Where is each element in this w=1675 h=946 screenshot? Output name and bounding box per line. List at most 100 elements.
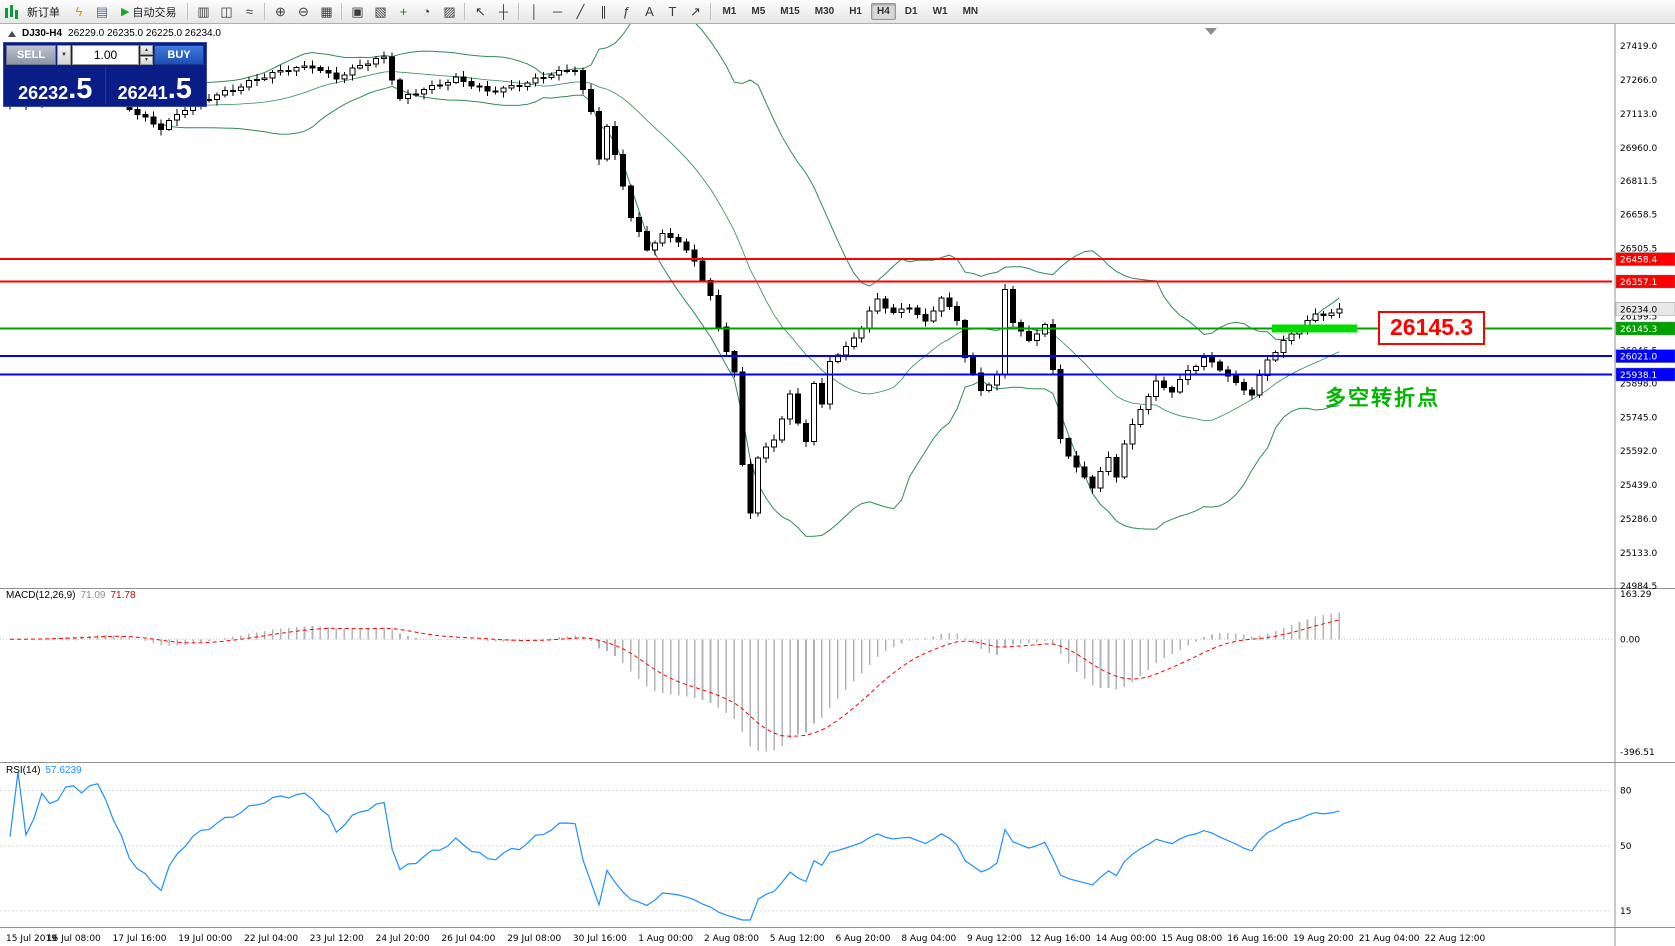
arrows-button[interactable]: ↗ <box>684 2 706 22</box>
volume-dropdown-button[interactable]: ▼ <box>57 45 71 65</box>
main-toolbar: 新订单 ϟ ▤ ▶ 自动交易 ▥ ◫ ≈ ⊕ ⊖ ▦ ▣ ▧ + ◔ ▨ ↖ ┼ │ ─ ╱ ∥ ƒ A T ↗ M1 M5 M15 M3… <box>0 0 1675 24</box>
buy-button[interactable]: BUY <box>154 45 204 65</box>
timeframe-d1-button[interactable]: D1 <box>904 6 918 17</box>
candle-body <box>468 80 475 87</box>
timeframe-w1-button[interactable]: W1 <box>932 6 948 17</box>
terminal-button[interactable]: ▤ <box>91 2 113 22</box>
pivot-annotation-text[interactable]: 多空转折点 <box>1325 387 1440 410</box>
candle-body <box>357 64 364 69</box>
pivot-line-tag-text: 26145.3 <box>1620 325 1657 335</box>
terminal-icon: ▤ <box>95 4 109 19</box>
auto-trading-button[interactable]: ▶ 自动交易 <box>114 1 183 23</box>
stepper-up-button[interactable]: ▲ <box>140 45 153 55</box>
equidistant-channel-button[interactable]: ∥ <box>592 2 614 22</box>
candle-body <box>389 56 396 81</box>
candle-body <box>683 241 690 251</box>
crosshair-button[interactable]: ┼ <box>492 2 514 22</box>
chart-shift-marker[interactable] <box>1205 28 1217 35</box>
candle-body <box>994 374 1000 386</box>
timeframe-m30-button[interactable]: M30 <box>814 6 835 17</box>
macd-signal-value: 71.78 <box>110 590 136 601</box>
stepper-down-button[interactable]: ▼ <box>140 55 153 65</box>
candle-body <box>1089 476 1096 489</box>
timeframe-m15-button[interactable]: M15 <box>780 6 800 17</box>
candle-body <box>142 114 149 118</box>
support-line-1-tag <box>1615 349 1675 363</box>
zoom-in-button[interactable]: ⊕ <box>269 2 291 22</box>
time-axis-label: 15 Aug 08:00 <box>1162 934 1223 944</box>
horizontal-line-button[interactable]: ─ <box>546 2 568 22</box>
buy-price-frac: .5 <box>167 73 192 106</box>
candle-body <box>413 93 419 96</box>
cursor-button[interactable]: ↖ <box>469 2 491 22</box>
price-annotation-box[interactable]: 26145.3 <box>1378 311 1486 345</box>
volume-input[interactable] <box>73 46 138 64</box>
bar-chart-button[interactable]: ▥ <box>192 2 214 22</box>
candle-body <box>651 242 658 251</box>
price-axis-label: 27266.0 <box>1620 76 1657 86</box>
candle-body <box>962 320 969 358</box>
buy-price[interactable]: 26241 .5 <box>106 67 205 104</box>
candle-body <box>707 280 714 296</box>
timeframe-mn-button[interactable]: MN <box>962 6 979 17</box>
candle-body <box>699 260 706 281</box>
candle-body <box>293 67 300 72</box>
macd-axis-label: 163.29 <box>1620 590 1652 600</box>
candle-body <box>898 308 905 313</box>
bollinger-upper-band[interactable] <box>161 24 1340 341</box>
timeframe-h4-button[interactable]: H4 <box>870 3 896 20</box>
trendline-button[interactable]: ╱ <box>569 2 591 22</box>
sell-button[interactable]: SELL <box>6 45 56 65</box>
navigator-button[interactable]: ▣ <box>346 2 368 22</box>
macd-signal-line <box>9 619 1340 737</box>
bollinger-middle-band[interactable] <box>161 71 1340 421</box>
chart-canvas[interactable]: 27419.0 27266.0 27113.0 26960.0 26811.5 26658… <box>0 24 1675 946</box>
metaeditor-button[interactable]: ϟ <box>68 2 90 22</box>
time-axis-label: 12 Aug 16:00 <box>1030 934 1091 944</box>
rsi-line <box>9 771 1340 921</box>
tile-windows-button[interactable]: ▦ <box>315 2 337 22</box>
candle-body <box>206 99 212 102</box>
rsi-axis-label: 15 <box>1620 907 1631 917</box>
candle-body <box>333 72 340 80</box>
text-label-button[interactable]: T <box>661 2 683 22</box>
buy-button-label: BUY <box>167 49 191 61</box>
macd-axis: 163.29 0.00 -396.51 <box>1620 590 1655 758</box>
candlestick-chart-button[interactable]: ◫ <box>215 2 237 22</box>
candle-body <box>1025 330 1032 341</box>
line-chart-button[interactable]: ≈ <box>238 2 260 22</box>
vertical-line-button[interactable]: │ <box>523 2 545 22</box>
candle-body <box>938 297 945 312</box>
candle-body <box>803 422 809 442</box>
candle-body <box>492 90 499 93</box>
zoom-out-button[interactable]: ⊖ <box>292 2 314 22</box>
toolbar-separator <box>341 3 343 20</box>
timeframe-m5-button[interactable]: M5 <box>751 6 766 17</box>
candle-body <box>261 77 268 81</box>
pivot-zone-rectangle[interactable] <box>1272 324 1357 333</box>
new-order-button[interactable]: 新订单 <box>20 1 67 23</box>
fibonacci-button[interactable]: ƒ <box>615 2 637 22</box>
period-button[interactable]: ◔ <box>415 2 437 22</box>
candle-body <box>1328 312 1335 317</box>
support-line-2-tag-text: 25938.1 <box>1620 371 1657 381</box>
data-window-button[interactable]: ▧ <box>369 2 391 22</box>
price-axis-label: 26960.0 <box>1620 144 1657 154</box>
timeframe-h1-button[interactable]: H1 <box>849 6 862 17</box>
candle-body <box>214 94 220 101</box>
indicators-button[interactable]: + <box>392 2 414 22</box>
candle-body <box>1017 322 1024 332</box>
candle-body <box>237 86 244 91</box>
macd-indicator-header: MACD(12,26,9) 71.09 71.78 <box>6 590 136 601</box>
support-line-1-tag-text: 26021.0 <box>1620 353 1657 363</box>
sell-price[interactable]: 26232 .5 <box>6 67 106 104</box>
candle-body <box>715 294 722 328</box>
new-order-button-label: 新订单 <box>27 6 60 19</box>
candle-body <box>1065 438 1072 457</box>
new-chart-button[interactable] <box>4 4 19 19</box>
timeframe-m1-button[interactable]: M1 <box>722 6 737 17</box>
candle-body <box>1280 340 1287 354</box>
templates-button[interactable]: ▨ <box>438 2 460 22</box>
text-button[interactable]: A <box>638 2 660 22</box>
candle-body <box>787 393 794 420</box>
